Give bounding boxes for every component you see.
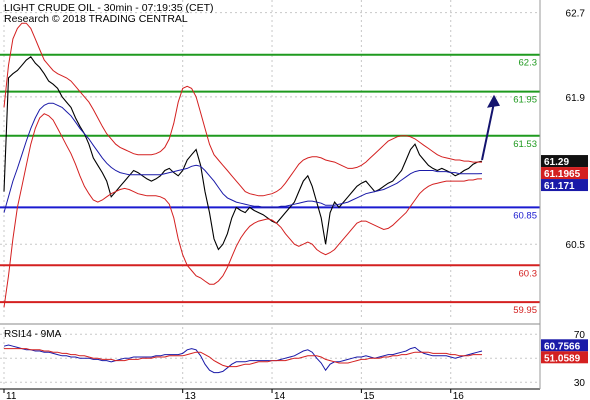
price-y-tick-label: 60.5 <box>566 240 586 251</box>
price-badge-text: 61.1965 <box>544 169 581 180</box>
rsi-badge-text: 51.0589 <box>544 353 581 364</box>
x-tick-label: 15 <box>363 391 375 400</box>
chart-title: LIGHT CRUDE OIL - 30min - 07:19:35 (CET) <box>4 2 213 14</box>
series-lower-band <box>3 113 482 308</box>
level-label: 62.3 <box>519 58 538 69</box>
rsi-badge-bg <box>541 339 588 352</box>
price-panel: 62.3 61.95 61.53 60.85 60.3 59.95 62.7 61.9 60.… <box>0 0 588 320</box>
chart-subtitle: Research © 2018 TRADING CENTRAL <box>4 13 188 25</box>
series-upper-band <box>3 22 482 197</box>
price-y-tick-label: 62.7 <box>566 9 586 20</box>
rsi-label: RSI14 - 9MA <box>4 329 62 340</box>
x-axis: 11 13 14 15 16 <box>3 389 465 400</box>
price-plot-area <box>0 0 540 320</box>
arrow-shaft <box>481 102 495 161</box>
level-label: 61.95 <box>513 95 537 106</box>
x-tick-label: 16 <box>453 391 465 400</box>
price-grid <box>0 0 540 320</box>
price-y-tick-label: 61.9 <box>566 93 586 104</box>
projection-arrow <box>481 94 500 161</box>
series-rsi14 <box>3 344 483 374</box>
level-label: 60.85 <box>513 210 537 221</box>
level-label: 59.95 <box>513 305 537 316</box>
rsi-badge-bg <box>541 351 588 364</box>
x-tick-label: 11 <box>6 391 17 400</box>
level-label: 61.53 <box>513 139 537 150</box>
price-y-axis: 62.7 61.9 60.5 <box>566 9 586 252</box>
series-9ma <box>4 348 482 368</box>
x-tick-label: 13 <box>185 391 197 400</box>
series-middle-band <box>3 102 483 213</box>
price-badge-bg <box>541 167 588 180</box>
rsi-series <box>3 344 483 374</box>
price-badge-text: 61.29 <box>544 157 569 168</box>
price-badge-bg <box>541 155 588 168</box>
price-badge-bg <box>541 179 588 192</box>
x-tick-label: 14 <box>274 391 286 400</box>
rsi-y-tick-label: 30 <box>574 378 586 389</box>
arrow-head <box>487 94 500 108</box>
price-series <box>3 22 483 308</box>
rsi-badge-text: 60.7566 <box>544 341 581 352</box>
rsi-y-tick-label: 70 <box>574 330 586 341</box>
price-badge-text: 61.171 <box>544 181 575 192</box>
level-label: 60.3 <box>519 268 538 279</box>
